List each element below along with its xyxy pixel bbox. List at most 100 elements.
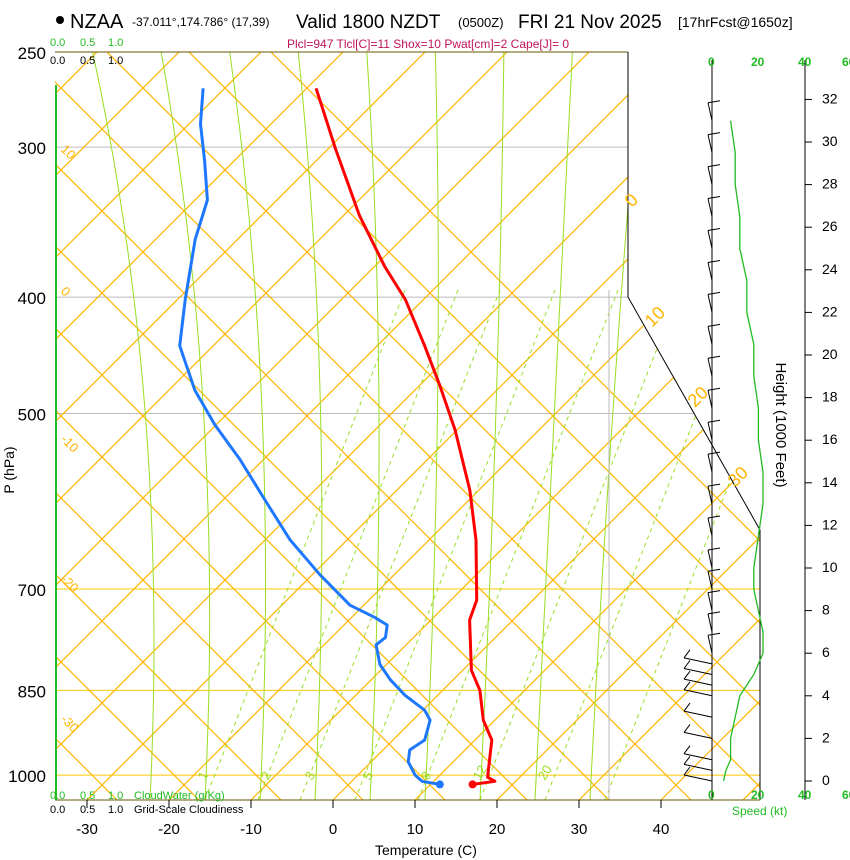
moist-adiabat-line xyxy=(89,52,155,800)
wind-barb-flag xyxy=(683,670,691,680)
isotherm-line xyxy=(55,52,684,800)
wind-barb-staff xyxy=(707,613,713,633)
pressure-tick-label: 400 xyxy=(18,289,46,308)
mixing-ratio-label: 5 xyxy=(360,769,377,783)
svg-text:0.0: 0.0 xyxy=(50,790,65,802)
moist-adiabat-line xyxy=(534,52,574,800)
wind-barb xyxy=(707,590,721,611)
svg-text:20: 20 xyxy=(751,55,765,69)
svg-text:1.0: 1.0 xyxy=(108,55,123,67)
svg-text:0.0: 0.0 xyxy=(50,804,65,816)
height-tick-label: 26 xyxy=(822,218,838,234)
isotherm-line xyxy=(55,52,356,800)
wind-barb xyxy=(707,483,721,505)
wind-barb xyxy=(683,745,713,761)
mixing-ratio-line xyxy=(604,289,760,800)
surface-dewpoint-point xyxy=(435,780,444,789)
svg-text:1.0: 1.0 xyxy=(108,37,123,49)
wind-speed-axis: 0 20 40 60 0 20 40 60 Speed (kt) xyxy=(708,55,850,818)
wind-barb-staff xyxy=(707,262,713,281)
wind-barb-flag xyxy=(707,483,721,487)
height-tick-label: 24 xyxy=(822,261,838,277)
wind-barb xyxy=(683,670,713,686)
wind-barb-staff xyxy=(707,517,713,537)
isotherm-label: 10 xyxy=(58,142,79,163)
svg-text:0.0: 0.0 xyxy=(50,55,65,67)
mixing-ratio-line xyxy=(544,289,746,800)
temp-tick-label: 30 xyxy=(571,821,588,838)
wind-speed-label: Speed (kt) xyxy=(732,804,787,818)
valid-date: FRI 21 Nov 2025 xyxy=(518,12,662,33)
wind-barb-flag xyxy=(707,291,721,295)
isotherm-label: -20 xyxy=(58,572,82,596)
isotherm-line xyxy=(55,52,520,800)
isotherm-line xyxy=(250,52,760,800)
isotherm-label: -10 xyxy=(58,432,82,456)
pressure-tick-label: 850 xyxy=(18,682,46,701)
wind-barb xyxy=(707,259,721,281)
valid-time: Valid 1800 NZDT xyxy=(296,12,441,33)
wind-barb-staff xyxy=(707,230,713,249)
wind-barb-staff xyxy=(707,635,713,654)
isotherm-line xyxy=(496,52,760,800)
wind-barb-flag xyxy=(707,323,721,327)
cloud-axis-bottom: 0.0 0.5 1.0 CloudWater (g/Kg) 0.0 0.5 1.… xyxy=(50,790,244,816)
isotherm-line xyxy=(55,52,192,800)
mixing-ratio-label: 20 xyxy=(535,762,555,782)
isotherm-line xyxy=(168,52,760,800)
y-axis-label: P (hPa) xyxy=(1,446,17,493)
station-id: NZAA xyxy=(70,11,124,33)
wind-barb-staff xyxy=(707,134,713,153)
wind-barb-staff xyxy=(683,731,713,739)
wind-barb-flag xyxy=(683,702,691,712)
svg-text:40: 40 xyxy=(798,788,812,802)
isotherm-label: -30 xyxy=(58,712,82,736)
wind-barb-flag xyxy=(707,259,721,263)
height-tick-label: 30 xyxy=(822,133,838,149)
svg-text:0.5: 0.5 xyxy=(80,804,95,816)
mixing-ratio-line xyxy=(204,289,406,800)
svg-text:0: 0 xyxy=(708,55,715,69)
wind-barb-flag xyxy=(707,196,721,200)
wind-barb xyxy=(707,355,721,377)
wind-barb-staff xyxy=(707,592,713,611)
wind-barb-staff xyxy=(683,668,713,675)
moist-adiabat-line xyxy=(479,52,505,800)
wind-barb-flag xyxy=(683,766,691,776)
wind-barb-staff xyxy=(707,390,713,409)
wind-barb-flag xyxy=(707,228,721,231)
mixing-ratio-line xyxy=(354,289,556,800)
cloud-axis-top: 0.0 0.5 1.0 0.0 0.5 1.0 xyxy=(50,37,123,67)
mixing-ratio-line xyxy=(479,289,681,800)
wind-barb xyxy=(683,649,713,665)
wind-barb xyxy=(683,766,713,782)
wind-barb-flag xyxy=(683,756,691,765)
wind-barb xyxy=(707,419,721,441)
pressure-tick-label: 1000 xyxy=(8,767,46,786)
wind-barb-flag xyxy=(707,547,721,551)
dry-adiabat-line xyxy=(55,52,692,800)
wind-barb-flag xyxy=(707,568,721,572)
wind-barb-staff xyxy=(707,422,713,441)
wind-barb-staff xyxy=(707,485,713,505)
wind-barb xyxy=(707,568,721,590)
isotherm-label: 20 xyxy=(684,383,712,411)
height-tick-label: 8 xyxy=(822,602,830,618)
height-tick-label: 10 xyxy=(822,559,838,575)
wind-barb xyxy=(707,100,721,121)
wind-barb-flag xyxy=(707,590,721,594)
wind-barb xyxy=(707,132,721,153)
temp-tick-label: 20 xyxy=(489,821,506,838)
moist-adiabat-line xyxy=(227,52,267,800)
station-dot-icon xyxy=(56,16,64,24)
dry-adiabat-line xyxy=(258,52,760,800)
wind-barb-flag xyxy=(707,132,721,136)
height-tick-label: 6 xyxy=(822,644,830,660)
wind-barb xyxy=(683,660,713,675)
height-tick-label: 12 xyxy=(822,516,838,532)
mixing-ratio-label: 3 xyxy=(302,769,319,783)
wind-barb xyxy=(707,515,721,537)
wind-barb-staff xyxy=(683,689,713,697)
svg-text:40: 40 xyxy=(798,55,812,69)
wind-barb xyxy=(707,451,721,473)
